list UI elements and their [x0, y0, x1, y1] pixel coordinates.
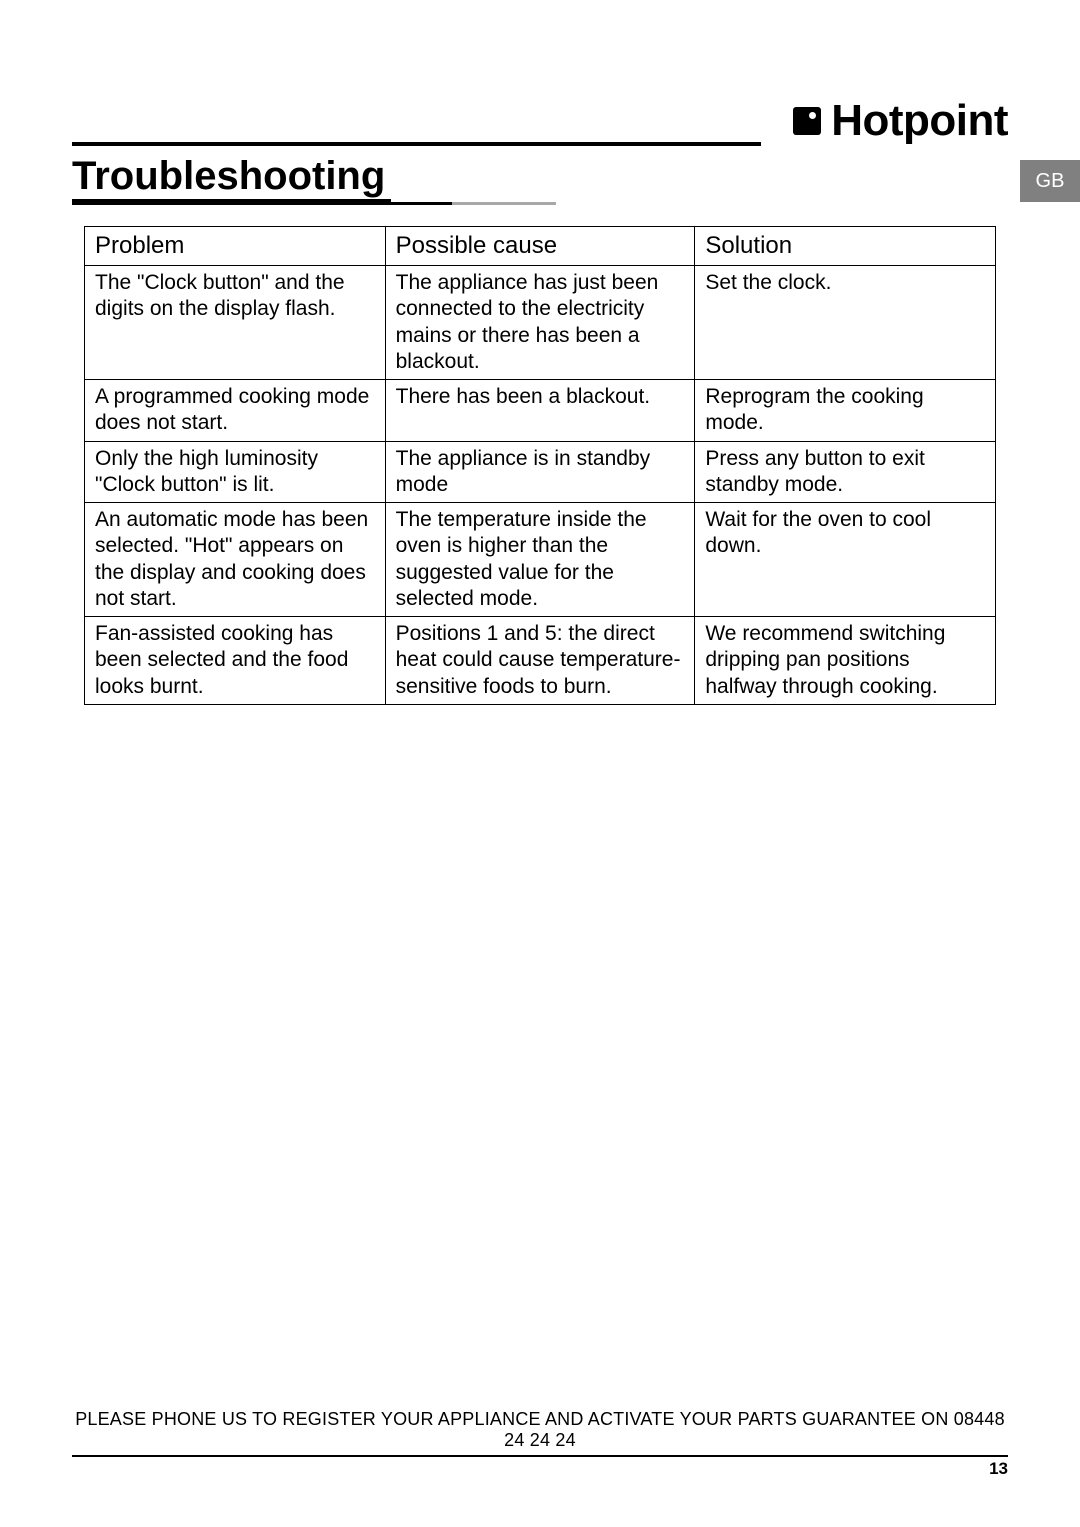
table-row: Fan-assisted cooking has been selected a…	[85, 617, 996, 705]
top-rule	[72, 142, 761, 146]
cell-solution: Wait for the oven to cool down.	[695, 503, 996, 617]
col-problem: Problem	[85, 227, 386, 266]
heading-wrap: Troubleshooting	[72, 154, 996, 202]
cell-solution: Set the clock.	[695, 266, 996, 380]
cell-cause: Positions 1 and 5: the direct heat could…	[385, 617, 695, 705]
page-title: Troubleshooting	[72, 154, 391, 202]
top-bar: Hotpoint	[72, 96, 1008, 146]
col-solution: Solution	[695, 227, 996, 266]
cell-cause: The appliance has just been connected to…	[385, 266, 695, 380]
manual-page: Hotpoint GB Troubleshooting Problem Poss…	[0, 0, 1080, 1527]
cell-problem: The "Clock button" and the digits on the…	[85, 266, 386, 380]
footer-rule	[72, 1455, 1008, 1457]
region-tab: GB	[1020, 160, 1080, 202]
cell-problem: A programmed cooking mode does not start…	[85, 380, 386, 442]
footer-text: PLEASE PHONE US TO REGISTER YOUR APPLIAN…	[72, 1409, 1008, 1451]
brand-name: Hotpoint	[831, 96, 1008, 146]
cell-cause: There has been a blackout.	[385, 380, 695, 442]
table-row: The "Clock button" and the digits on the…	[85, 266, 996, 380]
table-header-row: Problem Possible cause Solution	[85, 227, 996, 266]
brand-logo: Hotpoint	[793, 96, 1008, 146]
brand-mark-icon	[793, 107, 821, 135]
table-row: An automatic mode has been selected. "Ho…	[85, 503, 996, 617]
cell-problem: Only the high luminosity "Clock button" …	[85, 441, 386, 503]
cell-solution: Reprogram the cooking mode.	[695, 380, 996, 442]
cell-cause: The appliance is in standby mode	[385, 441, 695, 503]
region-label: GB	[1036, 170, 1065, 193]
troubleshooting-table: Problem Possible cause Solution The "Clo…	[84, 226, 996, 705]
page-footer: PLEASE PHONE US TO REGISTER YOUR APPLIAN…	[72, 1409, 1008, 1479]
heading-underline	[72, 202, 556, 205]
cell-problem: An automatic mode has been selected. "Ho…	[85, 503, 386, 617]
cell-solution: Press any button to exit standby mode.	[695, 441, 996, 503]
col-cause: Possible cause	[385, 227, 695, 266]
cell-cause: The temperature inside the oven is highe…	[385, 503, 695, 617]
cell-solution: We recommend switching dripping pan posi…	[695, 617, 996, 705]
cell-problem: Fan-assisted cooking has been selected a…	[85, 617, 386, 705]
page-number: 13	[72, 1459, 1008, 1479]
table-row: A programmed cooking mode does not start…	[85, 380, 996, 442]
table-row: Only the high luminosity "Clock button" …	[85, 441, 996, 503]
